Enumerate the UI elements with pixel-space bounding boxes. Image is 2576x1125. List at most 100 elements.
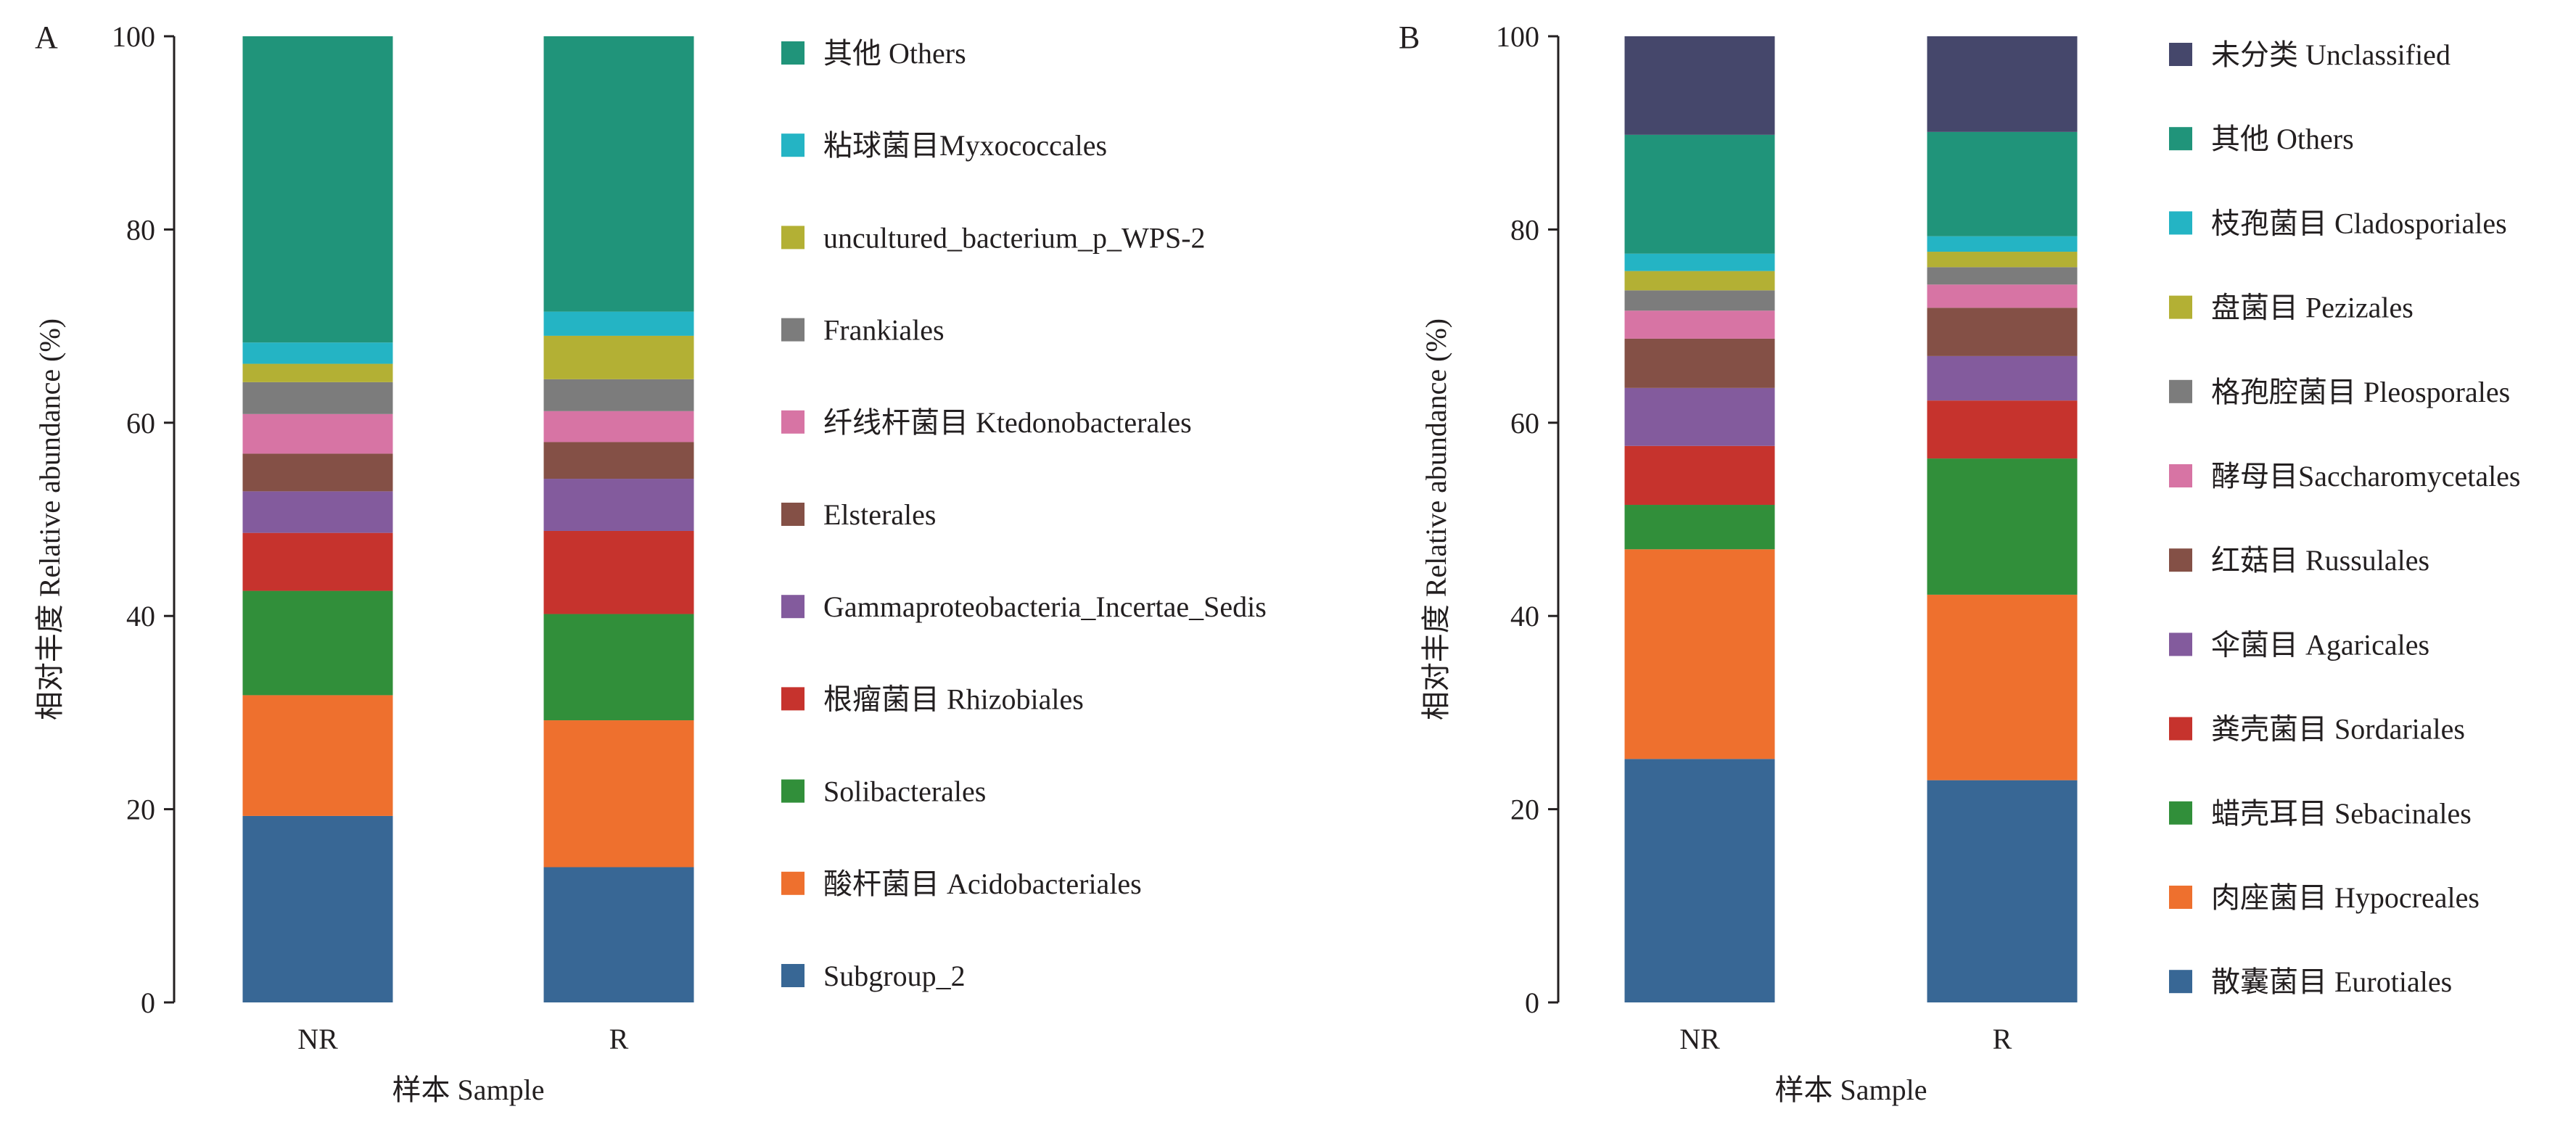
legend-swatch-2	[2169, 211, 2192, 235]
y-tick-label-20: 20	[126, 794, 155, 826]
x-axis-title: 样本 Sample	[1775, 1074, 1927, 1106]
bar-segment-r-10	[1927, 131, 2078, 236]
legend-label-10: Subgroup_2	[823, 960, 966, 992]
bar-segment-r-1	[543, 720, 694, 868]
x-tick-label-r: R	[1993, 1023, 2012, 1055]
legend-label-11: 散囊菌目 Eurotiales	[2211, 965, 2452, 998]
legend-swatch-10	[781, 964, 805, 987]
bar-segment-r-9	[543, 311, 694, 336]
y-tick-label-20: 20	[1510, 794, 1539, 826]
bar-segment-nr-6	[242, 413, 393, 454]
legend-label-4: 格孢腔菌目 Pleosporales	[2211, 376, 2510, 408]
bar-segment-r-11	[1927, 36, 2078, 132]
bar-segment-nr-5	[1624, 338, 1775, 388]
legend-swatch-11	[2169, 970, 2192, 994]
legend-label-0: 未分类 Unclassified	[2211, 38, 2451, 71]
legend-swatch-4	[781, 410, 805, 434]
bar-segment-r-0	[543, 867, 694, 1002]
legend-swatch-8	[781, 779, 805, 803]
bar-segment-r-6	[543, 411, 694, 442]
bar-segment-r-2	[543, 614, 694, 721]
bar-segment-r-5	[543, 442, 694, 479]
bar-segment-r-5	[1927, 308, 2078, 356]
y-tick-label-60: 60	[126, 407, 155, 440]
legend-label-6: 红菇目 Russulales	[2211, 544, 2429, 577]
bar-segment-nr-5	[242, 453, 393, 492]
y-tick-label-80: 80	[1510, 213, 1539, 246]
panel-label-b: B	[1399, 20, 1420, 55]
legend-swatch-0	[781, 41, 805, 65]
legend-label-9: 酸杆菌目 Acidobacteriales	[823, 868, 1142, 900]
x-tick-label-nr: NR	[297, 1023, 338, 1055]
y-tick-label-40: 40	[126, 600, 155, 632]
bar-segment-nr-1	[242, 695, 393, 816]
legend-swatch-9	[2169, 801, 2192, 825]
legend-swatch-1	[2169, 127, 2192, 151]
legend-swatch-9	[781, 871, 805, 895]
legend-swatch-0	[2169, 43, 2192, 66]
bar-segment-nr-0	[1624, 759, 1775, 1002]
bar-segment-nr-3	[1624, 445, 1775, 506]
legend-label-8: 粪壳菌目 Sordariales	[2211, 713, 2465, 746]
legend-swatch-7	[2169, 632, 2192, 656]
legend-swatch-3	[2169, 295, 2192, 319]
legend-label-4: 纤线杆菌目 Ktedonobacterales	[823, 406, 1192, 439]
legend-label-3: Frankiales	[823, 314, 945, 347]
x-tick-label-nr: NR	[1679, 1023, 1720, 1055]
bar-segment-r-6	[1927, 284, 2078, 308]
legend-swatch-1	[781, 133, 805, 157]
legend-swatch-4	[2169, 379, 2192, 403]
legend-swatch-2	[781, 226, 805, 250]
bar-segment-r-4	[1927, 355, 2078, 401]
y-tick-label-60: 60	[1510, 407, 1539, 440]
legend-swatch-6	[781, 595, 805, 619]
bar-segment-nr-8	[1624, 271, 1775, 291]
legend-label-5: Elsterales	[823, 498, 937, 531]
legend-label-2: 枝孢菌目 Cladosporiales	[2211, 207, 2507, 239]
bar-segment-nr-4	[242, 491, 393, 533]
legend-swatch-8	[2169, 717, 2192, 741]
bar-segment-nr-7	[242, 382, 393, 414]
bar-segment-nr-9	[1624, 253, 1775, 271]
y-tick-label-40: 40	[1510, 600, 1539, 632]
legend-swatch-10	[2169, 886, 2192, 909]
bar-segment-nr-2	[242, 590, 393, 696]
legend-label-10: 肉座菌目 Hypocreales	[2211, 881, 2480, 914]
legend-label-1: 其他 Others	[2211, 123, 2354, 155]
legend-swatch-3	[781, 318, 805, 342]
bar-segment-r-7	[1927, 267, 2078, 285]
bar-segment-nr-11	[1624, 36, 1775, 135]
legend-label-6: Gammaproteobacteria_Incertae_Sedis	[823, 590, 1267, 623]
bar-segment-nr-4	[1624, 387, 1775, 446]
bar-segment-r-0	[1927, 780, 2078, 1002]
bar-segment-nr-8	[242, 363, 393, 382]
panel-b: B NR R 0 20 40 60 80 100 样本 Sample 相对丰度 Relative a…	[1399, 20, 2521, 1106]
legend-label-8: Solibacterales	[823, 775, 986, 808]
panel-label-a: A	[35, 20, 58, 55]
legend-label-9: 蜡壳耳目 Sebacinales	[2211, 797, 2472, 830]
y-tick-label-80: 80	[126, 213, 155, 246]
bar-segment-nr-9	[242, 342, 393, 364]
bar-segment-nr-0	[242, 815, 393, 1002]
y-axis-title: 相对丰度 Relative abundance (%)	[33, 318, 66, 720]
bar-segment-r-4	[543, 479, 694, 531]
legend-swatch-6	[2169, 548, 2192, 572]
bar-segment-r-10	[543, 36, 694, 312]
y-axis-title: 相对丰度 Relative abundance (%)	[1420, 318, 1452, 720]
bar-segment-r-9	[1927, 236, 2078, 252]
bar-segment-nr-2	[1624, 505, 1775, 550]
bar-segment-r-2	[1927, 458, 2078, 595]
panel-a: A NR R 0 20 40 60 80 100 样本 Sample 相对丰度 Relative a…	[33, 20, 1267, 1106]
legend-label-1: 粘球菌目Myxococcales	[823, 129, 1107, 162]
bar-segment-r-8	[1927, 252, 2078, 268]
bar-segment-nr-10	[242, 36, 393, 343]
y-tick-label-100: 100	[112, 20, 155, 53]
legend-swatch-5	[781, 503, 805, 526]
legend-label-2: uncultured_bacterium_p_WPS-2	[823, 221, 1206, 254]
y-tick-label-100: 100	[1496, 20, 1539, 53]
x-tick-label-r: R	[609, 1023, 629, 1055]
y-tick-label-0: 0	[141, 986, 155, 1019]
x-axis-title: 样本 Sample	[392, 1074, 545, 1106]
bar-segment-nr-6	[1624, 310, 1775, 339]
